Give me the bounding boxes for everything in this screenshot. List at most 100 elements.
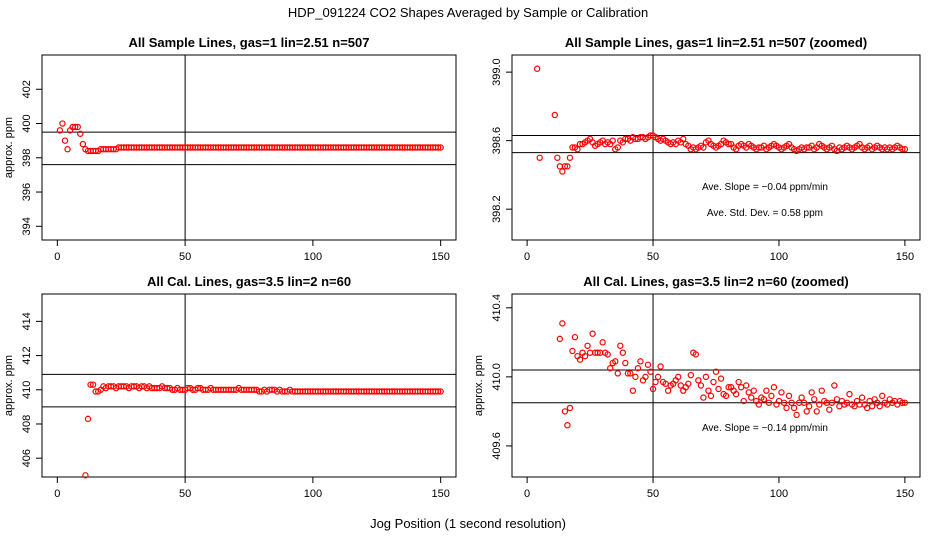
figure-title: HDP_091224 CO2 Shapes Averaged by Sample… [287, 5, 649, 20]
panel-title: All Sample Lines, gas=1 lin=2.51 n=507 [129, 35, 370, 50]
data-point [612, 358, 619, 365]
x-tick-label: 150 [896, 251, 914, 263]
data-point [879, 392, 886, 400]
data-point [702, 373, 710, 381]
data-point [725, 140, 732, 148]
data-point [692, 351, 700, 358]
x-tick-label: 100 [304, 251, 322, 263]
data-point [901, 399, 909, 406]
data-point [607, 365, 614, 372]
data-point [715, 385, 722, 393]
y-tick-label: 410 [21, 381, 33, 399]
data-point [740, 397, 747, 405]
data-point [725, 384, 732, 391]
y-axis-label: approx. ppm [3, 355, 15, 416]
data-point [803, 408, 810, 415]
data-point [82, 472, 89, 479]
data-point [79, 140, 87, 148]
annotation-text: Ave. Std. Dev. = 0.58 ppm [707, 208, 823, 219]
y-tick-label: 408 [21, 415, 33, 433]
plot-frame [511, 54, 921, 241]
data-point [61, 137, 69, 144]
data-point [737, 384, 745, 391]
x-tick-label: 0 [54, 488, 60, 500]
data-point [559, 320, 566, 327]
data-point [649, 385, 657, 393]
data-point [712, 368, 720, 375]
data-point [831, 382, 838, 389]
data-point [566, 154, 574, 161]
annotation-text: Ave. Slope = −0.04 ppm/min [702, 182, 828, 193]
x-tick-label: 50 [179, 251, 191, 263]
x-tick-label: 50 [647, 251, 659, 263]
data-point [770, 384, 778, 391]
data-point [755, 401, 763, 408]
data-point [581, 352, 589, 360]
x-tick-label: 150 [431, 251, 449, 263]
data-point [826, 406, 833, 413]
data-point [617, 342, 624, 349]
x-tick-label: 0 [524, 251, 530, 263]
data-point [700, 394, 707, 401]
y-tick-label: 412 [21, 346, 33, 364]
data-point [584, 342, 591, 349]
data-point [811, 396, 818, 403]
data-point [818, 387, 825, 394]
data-point [536, 154, 543, 161]
data-point [561, 408, 569, 415]
data-point [644, 361, 652, 368]
data-point [763, 387, 770, 394]
data-point [627, 370, 634, 377]
data-point [87, 381, 94, 388]
data-point [551, 111, 559, 119]
data-point [876, 403, 883, 410]
data-point [657, 363, 664, 370]
data-point [84, 415, 92, 423]
data-point [846, 390, 853, 398]
panel-title: All Cal. Lines, gas=3.5 lin=2 n=60 [147, 274, 351, 289]
data-point [619, 349, 627, 356]
data-point [813, 408, 820, 415]
data-point [816, 401, 823, 408]
data-point [609, 137, 616, 144]
data-point [717, 375, 725, 382]
data-point [901, 146, 909, 153]
data-point [798, 394, 805, 401]
data-point [652, 378, 659, 386]
data-point [629, 387, 637, 394]
data-point [566, 404, 574, 412]
x-tick-label: 100 [304, 488, 322, 500]
data-point [564, 422, 571, 429]
data-point [768, 392, 775, 400]
panel-title: All Sample Lines, gas=1 lin=2.51 n=507 (… [565, 35, 867, 50]
data-point [632, 373, 639, 381]
data-point [556, 335, 564, 343]
data-point [765, 399, 773, 406]
data-point [788, 399, 795, 406]
x-tick-label: 50 [647, 488, 659, 500]
y-tick-label: 399.0 [491, 58, 503, 86]
data-point [554, 154, 561, 161]
y-tick-label: 410.0 [491, 363, 503, 391]
data-point [705, 387, 712, 394]
data-point [793, 411, 800, 419]
data-point [743, 382, 750, 389]
y-tick-label: 406 [21, 449, 33, 467]
data-point [700, 144, 707, 151]
y-tick-label: 410.4 [491, 294, 503, 322]
data-point [533, 65, 541, 72]
data-point [594, 349, 601, 356]
data-point [785, 392, 793, 400]
data-point [622, 359, 629, 367]
y-tick-label: 396 [21, 183, 33, 201]
data-point [735, 378, 742, 386]
data-point [707, 392, 715, 400]
data-point [604, 351, 611, 358]
data-point [833, 396, 841, 403]
data-point [868, 403, 876, 410]
data-point [748, 394, 755, 401]
data-point [437, 144, 444, 151]
data-point [697, 382, 705, 389]
data-point [647, 368, 654, 375]
